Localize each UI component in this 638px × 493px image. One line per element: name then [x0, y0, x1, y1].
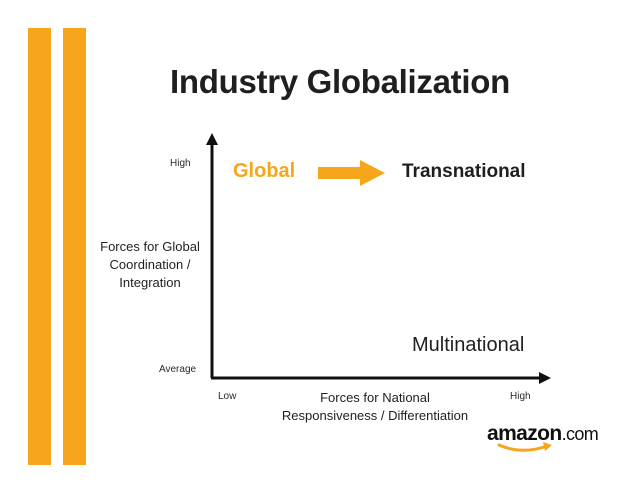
y-tick-average: Average: [159, 364, 197, 375]
logo-suffix: .com: [561, 424, 599, 444]
logo-wordmark: amazon.com: [487, 422, 599, 446]
page-title: Industry Globalization: [170, 63, 510, 100]
y-tick-high: High: [170, 158, 191, 169]
quadrant-transnational: Transnational: [402, 161, 526, 182]
y-axis-title-line: Coordination /: [109, 257, 191, 272]
y-axis-title-line: Integration: [119, 275, 181, 290]
y-axis-title-line: Forces for Global: [100, 239, 200, 254]
x-axis-title: Forces for National Responsiveness / Dif…: [270, 389, 480, 425]
x-tick-high: High: [510, 391, 531, 402]
y-axis-arrowhead: [206, 133, 218, 145]
decorative-bar-left: [28, 28, 51, 465]
quadrant-multinational: Multinational: [412, 334, 525, 356]
decorative-bar-right: [63, 28, 86, 465]
quadrant-global: Global: [233, 160, 296, 182]
smile-arrow-icon: [497, 442, 552, 452]
transition-arrow-shaft: [318, 167, 362, 179]
transition-arrow-head: [360, 160, 385, 186]
x-axis-title-line: Forces for National: [320, 390, 430, 405]
x-axis-title-line: Responsiveness / Differentiation: [281, 408, 469, 423]
logo-brand: amazon: [487, 422, 562, 445]
x-axis-arrowhead: [539, 372, 551, 384]
y-axis-title: Forces for Global Coordination / Integra…: [88, 238, 212, 292]
x-tick-low: Low: [218, 391, 237, 402]
amazon-logo: amazon.com: [487, 422, 599, 456]
